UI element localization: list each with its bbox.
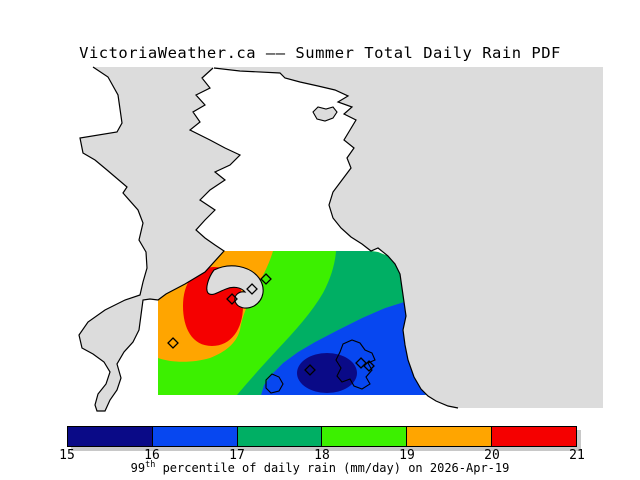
colorbar-segment-navy: [68, 427, 153, 446]
contour-level-15-16: [297, 353, 357, 393]
colorbar-tick-15: 15: [59, 448, 75, 463]
station-marker-diamond: [246, 283, 258, 295]
colorbar-tick-20: 20: [484, 448, 500, 463]
west-landmass: [79, 67, 240, 411]
harbour-spit: [206, 265, 264, 309]
island-outline-small: [265, 373, 284, 394]
station-marker-diamond: [226, 293, 238, 305]
east-coastline: [213, 67, 459, 409]
west-coastline: [78, 66, 242, 412]
station-marker-diamond: [355, 357, 367, 369]
colorbar-segment-orange: [407, 427, 493, 446]
colorbar-tick-19: 19: [399, 448, 415, 463]
channel-island: [312, 106, 338, 122]
colorbar-tick-18: 18: [314, 448, 330, 463]
plot-title: VictoriaWeather.ca –– Summer Total Daily…: [79, 44, 561, 62]
colorbar-tick-16: 16: [144, 448, 160, 463]
colorbar-segment-sea-green: [237, 427, 323, 446]
colorbar-ticks: 15 16 17 18 19 20 21: [0, 448, 640, 463]
caption-superscript: th: [145, 460, 156, 470]
caption-value: 99: [130, 461, 146, 475]
colorbar-segment-green: [322, 427, 408, 446]
colorbar-tick-21: 21: [569, 448, 585, 463]
caption-rest: percentile of daily rain (mm/day) on 202…: [155, 461, 510, 475]
station-marker-diamond: [304, 364, 316, 376]
colorbar-caption: 99th percentile of daily rain (mm/day) o…: [0, 461, 640, 475]
station-marker-diamond: [363, 360, 375, 372]
colorbar-segment-blue: [152, 427, 238, 446]
east-landmass: [213, 67, 603, 408]
station-marker-diamond: [167, 337, 179, 349]
contour-field: [158, 251, 426, 395]
contour-level-17-18-band: [237, 251, 404, 395]
colorbar: [67, 426, 577, 447]
colorbar-tick-17: 17: [229, 448, 245, 463]
station-markers: [167, 273, 375, 376]
island-outline-large: [335, 339, 376, 390]
colorbar-segment-red: [492, 427, 576, 446]
station-marker-diamond: [260, 273, 272, 285]
